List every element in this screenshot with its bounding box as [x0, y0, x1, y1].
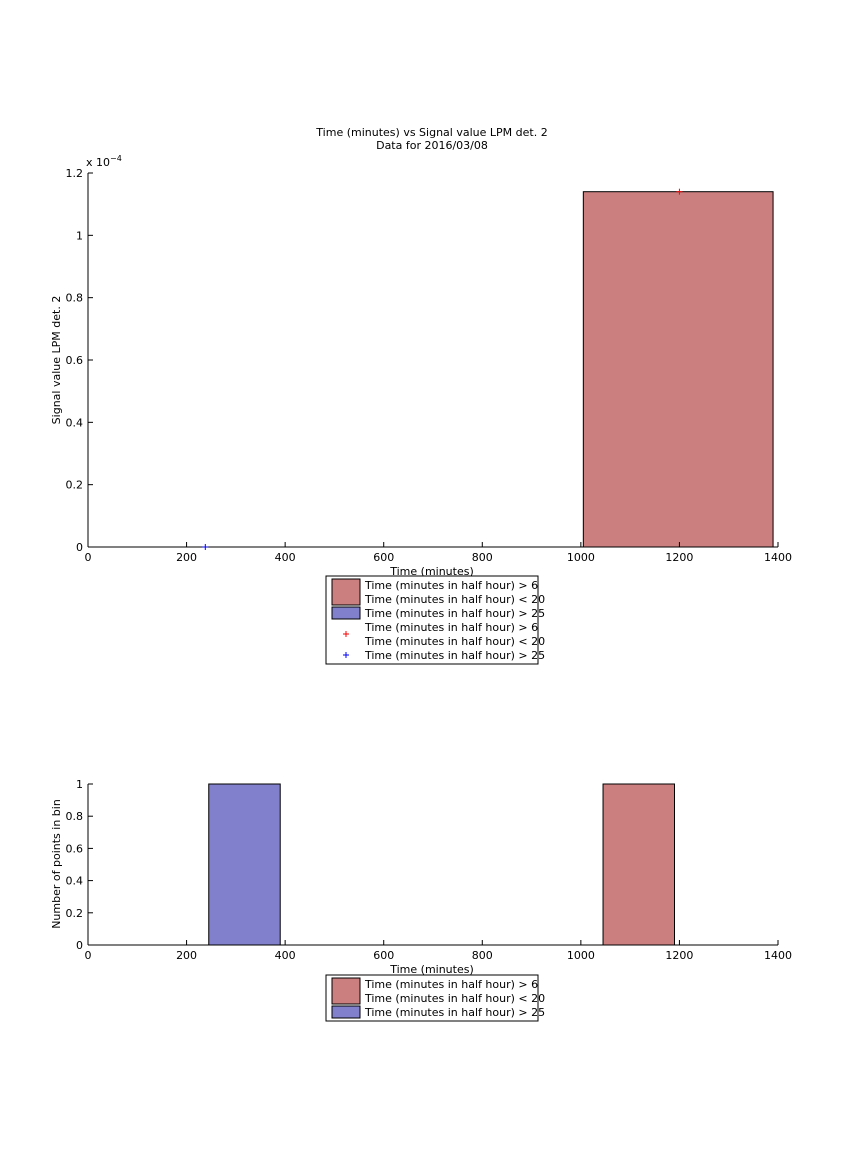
legend-entry: Time (minutes in half hour) > 25: [331, 1005, 545, 1019]
plot-area: 0 200 400 600 800 1000 1200 1400 0 0.2 0.4 0.6 0.8 1 1…: [66, 167, 793, 564]
bar: [602, 783, 675, 946]
legend-label: Time (minutes in half hour) > 6: [364, 978, 538, 991]
y-axis-label: Signal value LPM det. 2: [50, 296, 63, 425]
y-tick-label: 0.2: [66, 907, 84, 920]
y-tick-label: 1: [76, 778, 83, 791]
x-axis-label: Time (minutes): [389, 565, 474, 578]
legend-label: Time (minutes in half hour) > 25: [364, 1006, 545, 1019]
x-tick-label: 600: [373, 949, 394, 962]
y-tick-label: 0.4: [66, 416, 84, 429]
x-axis-label: Time (minutes): [389, 963, 474, 976]
y-exponent-label: x 10−4: [86, 154, 122, 169]
y-exponent-base: x 10: [86, 156, 110, 169]
y-tick-label: 0.6: [66, 354, 84, 367]
x-tick-label: 1200: [665, 551, 693, 564]
x-tick-label: 1400: [764, 551, 792, 564]
y-tick-label: 0.8: [66, 810, 84, 823]
x-tick-label: 1000: [567, 949, 595, 962]
y-tick-label: 0.2: [66, 479, 84, 492]
chart-subtitle: Data for 2016/03/08: [376, 139, 488, 152]
legend-swatch: [331, 1005, 361, 1019]
x-tick-label: 200: [176, 949, 197, 962]
legend-swatch: [331, 977, 361, 1005]
bar: [582, 191, 774, 548]
x-tick-label: 0: [85, 551, 92, 564]
x-tick-label: 800: [472, 949, 493, 962]
signal-chart: Time (minutes) vs Signal value LPM det. …: [50, 126, 793, 665]
legend-label: Time (minutes in half hour) < 20: [364, 593, 545, 606]
legend-label: Time (minutes in half hour) < 20: [364, 635, 545, 648]
y-tick-label: 0.8: [66, 292, 84, 305]
legend-label: Time (minutes in half hour) < 20: [364, 992, 545, 1005]
chart-title: Time (minutes) vs Signal value LPM det. …: [315, 126, 547, 139]
x-tick-label: 600: [373, 551, 394, 564]
y-axis-label: Number of points in bin: [50, 799, 63, 929]
legend-swatch: [331, 606, 361, 620]
legend-label: Time (minutes in half hour) > 6: [364, 579, 538, 592]
legend-label: Time (minutes in half hour) > 25: [364, 649, 545, 662]
data-point: [676, 188, 683, 195]
plot-area: 0 200 400 600 800 1000 1200 1400 0 0.2 0.4 0.6 0.8 1: [66, 778, 793, 962]
bar: [208, 783, 281, 946]
legend-swatch: [331, 578, 361, 606]
y-tick-label: 0.6: [66, 842, 84, 855]
x-tick-label: 1200: [665, 949, 693, 962]
y-tick-label: 1.2: [66, 167, 84, 180]
y-tick-label: 0: [76, 939, 83, 952]
x-tick-label: 1400: [764, 949, 792, 962]
data-point: [202, 544, 209, 550]
x-tick-label: 800: [472, 551, 493, 564]
legend-frame: [325, 974, 539, 1022]
legend-label: Time (minutes in half hour) > 25: [364, 607, 545, 620]
legend-frame: [325, 575, 539, 665]
x-tick-label: 400: [275, 551, 296, 564]
legend-entry: Time (minutes in half hour) > 25: [343, 649, 545, 662]
histogram-chart: Time (minutes) Number of points in bin 0…: [50, 778, 793, 1022]
x-tick-label: 400: [275, 949, 296, 962]
y-tick-label: 0: [76, 541, 83, 554]
y-tick-label: 0.4: [66, 875, 84, 888]
y-exponent-power: −4: [110, 154, 122, 163]
y-tick-label: 1: [76, 229, 83, 242]
legend-entry: Time (minutes in half hour) > 25: [331, 606, 545, 620]
x-tick-label: 0: [85, 949, 92, 962]
x-tick-label: 1000: [567, 551, 595, 564]
legend-label: Time (minutes in half hour) > 6: [364, 621, 538, 634]
x-tick-label: 200: [176, 551, 197, 564]
